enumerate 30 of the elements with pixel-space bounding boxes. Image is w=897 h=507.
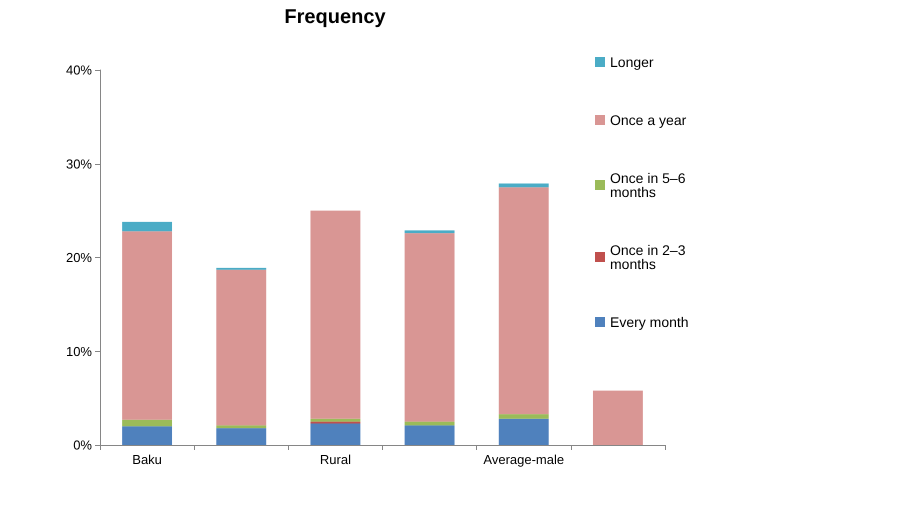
chart-title: Frequency (284, 6, 386, 28)
bar (404, 233, 455, 422)
bar (592, 390, 643, 445)
y-tick-label: 30% (66, 156, 92, 172)
y-tick-label: 20% (66, 250, 92, 265)
bar (122, 426, 172, 445)
legend-label: Every month (610, 314, 689, 330)
x-tick-label: Rural (320, 452, 352, 467)
bar (498, 187, 549, 414)
bar (498, 183, 549, 188)
bar (122, 231, 172, 420)
legend-label: Once in 2–3 months (610, 242, 690, 272)
y-tick-label: 0% (73, 438, 92, 452)
bar (404, 425, 455, 445)
bar (122, 222, 172, 232)
bar (310, 210, 360, 419)
x-tick-label: Average-male (483, 452, 564, 467)
x-tick-label: Baku (132, 452, 162, 467)
y-tick-label: 10% (66, 344, 92, 359)
y-tick-label: 40% (66, 62, 92, 78)
legend-label: Once a year (610, 112, 687, 128)
bar (498, 418, 549, 445)
bar (122, 420, 172, 426)
bar (404, 422, 455, 426)
legend-label: Longer (610, 54, 654, 70)
legend-label: Once in 5–6 months (610, 170, 690, 200)
bar (498, 414, 549, 419)
bar (310, 423, 360, 445)
bar (216, 428, 266, 445)
bar (216, 270, 266, 426)
